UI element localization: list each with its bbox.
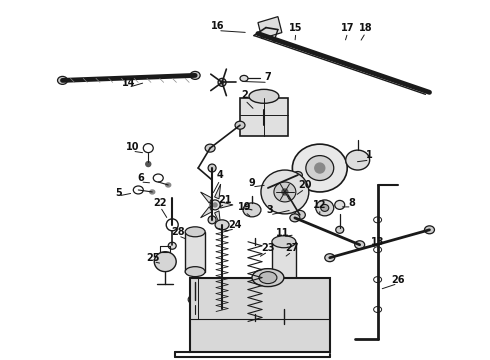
Ellipse shape	[424, 226, 435, 234]
Ellipse shape	[290, 214, 300, 222]
Ellipse shape	[316, 200, 334, 216]
Text: 11: 11	[276, 228, 290, 238]
Ellipse shape	[220, 81, 223, 84]
Ellipse shape	[210, 200, 220, 210]
Text: 10: 10	[125, 142, 139, 152]
Text: 18: 18	[359, 23, 372, 33]
Text: 5: 5	[115, 188, 122, 198]
Ellipse shape	[249, 89, 279, 103]
Ellipse shape	[282, 189, 288, 195]
Ellipse shape	[321, 204, 329, 211]
Text: 4: 4	[217, 170, 223, 180]
Polygon shape	[215, 211, 220, 226]
Ellipse shape	[274, 182, 296, 202]
Text: 23: 23	[261, 243, 275, 253]
Ellipse shape	[335, 201, 345, 210]
Text: 1: 1	[366, 150, 373, 160]
Ellipse shape	[278, 321, 290, 329]
Text: 24: 24	[228, 220, 242, 230]
Ellipse shape	[218, 78, 226, 86]
Ellipse shape	[325, 254, 335, 262]
Ellipse shape	[243, 203, 261, 217]
Ellipse shape	[306, 156, 334, 180]
Polygon shape	[200, 192, 212, 203]
Ellipse shape	[154, 252, 176, 272]
Ellipse shape	[213, 203, 217, 207]
Text: 9: 9	[248, 178, 255, 188]
Ellipse shape	[240, 75, 248, 81]
Ellipse shape	[57, 76, 68, 84]
Bar	[272, 242, 296, 297]
Text: 15: 15	[289, 23, 303, 33]
Polygon shape	[215, 184, 220, 199]
Ellipse shape	[208, 164, 216, 172]
Text: 21: 21	[219, 195, 232, 205]
Ellipse shape	[252, 269, 284, 287]
Text: 25: 25	[147, 253, 160, 263]
Bar	[185, 232, 205, 272]
Ellipse shape	[185, 267, 205, 276]
Ellipse shape	[264, 184, 272, 192]
Text: 26: 26	[391, 275, 404, 285]
Ellipse shape	[168, 242, 176, 249]
Text: 22: 22	[153, 198, 167, 208]
Ellipse shape	[215, 220, 229, 230]
Ellipse shape	[315, 163, 325, 173]
Ellipse shape	[205, 144, 215, 152]
Text: 16: 16	[211, 21, 225, 31]
Text: 28: 28	[172, 227, 185, 237]
Ellipse shape	[282, 190, 294, 199]
Ellipse shape	[346, 150, 369, 170]
Ellipse shape	[146, 162, 151, 167]
Ellipse shape	[259, 272, 277, 284]
Text: 13: 13	[371, 237, 384, 247]
Text: 17: 17	[341, 23, 354, 33]
Text: 8: 8	[348, 198, 355, 208]
Ellipse shape	[294, 210, 305, 219]
Ellipse shape	[355, 241, 365, 249]
Ellipse shape	[190, 71, 200, 80]
Bar	[240, 98, 288, 136]
Text: 6: 6	[137, 173, 144, 183]
Text: 12: 12	[313, 200, 326, 210]
Ellipse shape	[272, 236, 296, 248]
Ellipse shape	[293, 144, 347, 192]
Text: 7: 7	[265, 72, 271, 82]
Ellipse shape	[150, 190, 155, 194]
Ellipse shape	[185, 227, 205, 237]
Text: 3: 3	[267, 205, 273, 215]
Text: 2: 2	[242, 90, 248, 100]
Bar	[190, 278, 330, 352]
Ellipse shape	[261, 170, 309, 214]
Text: 19: 19	[238, 202, 252, 212]
Ellipse shape	[166, 183, 171, 187]
Ellipse shape	[294, 171, 302, 179]
Text: 27: 27	[285, 243, 298, 253]
Ellipse shape	[272, 291, 296, 302]
Ellipse shape	[336, 226, 343, 233]
Ellipse shape	[235, 121, 245, 129]
Polygon shape	[258, 17, 282, 39]
Ellipse shape	[188, 294, 202, 305]
Polygon shape	[200, 207, 212, 218]
Text: 20: 20	[298, 180, 312, 190]
Text: 14: 14	[122, 78, 135, 88]
Polygon shape	[220, 202, 233, 208]
Ellipse shape	[208, 216, 216, 224]
